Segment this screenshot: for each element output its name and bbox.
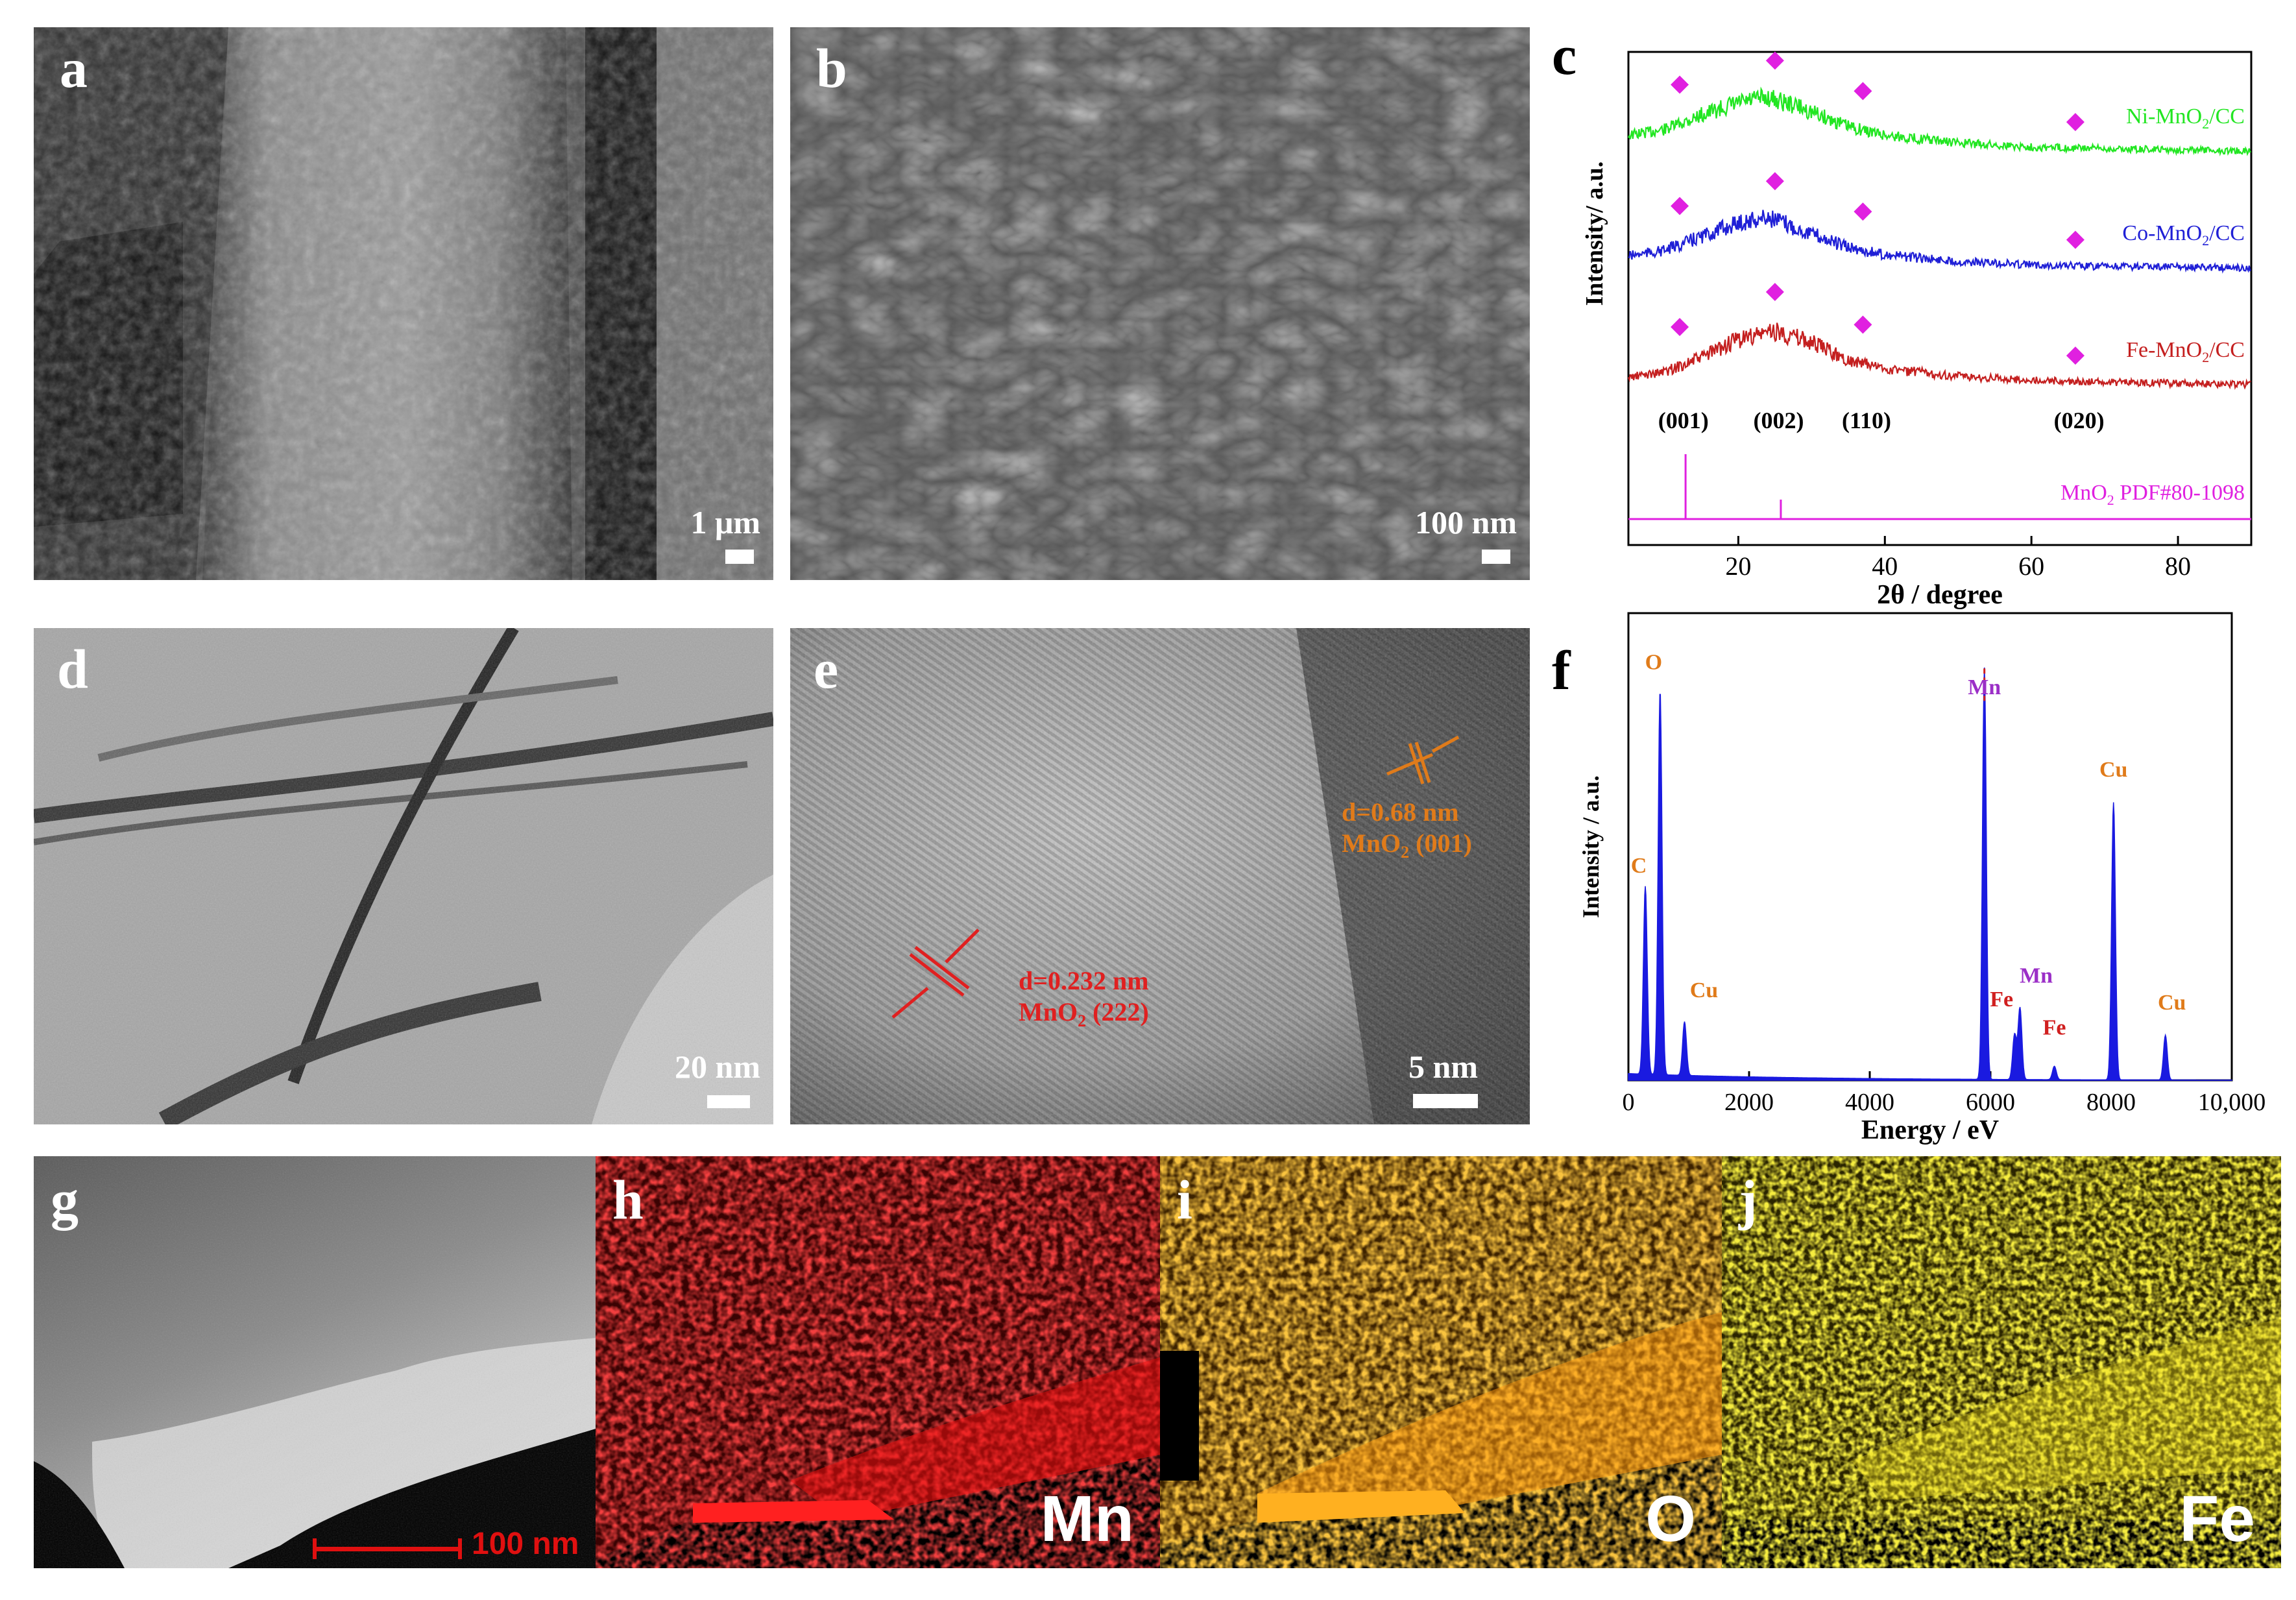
lattice-annotation-001: d=0.68 nm MnO2 (001) [1342, 797, 1472, 862]
eds-peak-label-mn: Mn [1968, 675, 2001, 699]
xrd-hkl-label: (001) [1658, 407, 1709, 433]
xrd-series-label-1: Co-MnO2/CC [2122, 221, 2245, 248]
scale-label-a: 1 μm [690, 504, 761, 540]
eds-x-tick-label-0: 0 [1623, 1089, 1635, 1116]
xrd-series-1 [1628, 210, 2251, 274]
xrd-hkl-label: (002) [1754, 407, 1804, 433]
panel-label-j: j [1739, 1169, 1758, 1231]
scale-bar-g-tick-left [313, 1538, 317, 1559]
xrd-diamond-marker [1854, 82, 1872, 101]
haadf-texture [34, 1156, 596, 1568]
xrd-reference-label: MnO2 PDF#80-1098 [2060, 481, 2245, 508]
eds-x-tick-label-10,000: 10,000 [2198, 1089, 2266, 1116]
eds-peak-label-fe: Fe [1990, 988, 2013, 1012]
eds-x-tick-label-4000: 4000 [1845, 1089, 1894, 1116]
eds-peak-label-fe: Fe [2043, 1015, 2066, 1039]
panel-label-c: c [1552, 24, 1577, 86]
xrd-chart: 20 40 60 80 2θ / degree Intensity/ a.u. Ni-MnO… [1581, 51, 2253, 610]
xrd-diamond-marker [1765, 51, 1784, 70]
sem-fiber-texture [34, 27, 773, 580]
map-element-o: O [1645, 1483, 1696, 1555]
scale-bar-g [313, 1547, 462, 1551]
eds-x-tick-label-8000: 8000 [2086, 1089, 2136, 1116]
map-element-fe: Fe [2179, 1483, 2255, 1555]
scale-bar-a [725, 550, 754, 564]
sem-nanosheet-texture [790, 27, 1530, 580]
xrd-hkl-label: (020) [2054, 407, 2105, 433]
xrd-diamond-marker [2066, 346, 2085, 365]
eds-peak-label-o: O [1645, 651, 1662, 675]
panel-label-d: d [57, 638, 88, 700]
xrd-x-tick-label-20: 20 [1725, 552, 1751, 581]
xrd-series-label-2: Fe-MnO2/CC [2126, 338, 2245, 365]
xrd-diamond-marker [1854, 202, 1872, 221]
panel-label-e: e [814, 638, 839, 700]
scale-label-b: 100 nm [1415, 504, 1517, 540]
panel-e-hrtem-image: e d=0.68 nm MnO2 (001) d=0.232 nm MnO2 (… [790, 628, 1530, 1124]
eds-peak-label-mn: Mn [2020, 964, 2053, 988]
tem-nanosheet-texture [34, 628, 773, 1124]
lattice-marker-001 [1386, 735, 1460, 784]
xrd-x-tick-label-40: 40 [1872, 552, 1898, 581]
panel-d-tem-image: d 20 nm [34, 628, 773, 1124]
eds-x-axis-label: Energy / eV [1861, 1115, 1999, 1145]
panel-label-i: i [1177, 1169, 1192, 1231]
xrd-diamond-marker [2066, 113, 2085, 132]
scale-label-e: 5 nm [1408, 1048, 1478, 1085]
eds-peak-label-cu: Cu [2099, 758, 2127, 782]
panel-i-o-map: i O [1160, 1156, 1722, 1568]
lattice-marker-222 [891, 928, 980, 1019]
xrd-series-0 [1628, 86, 2251, 157]
panel-b-sem-image: b 100 nm [790, 27, 1530, 580]
xrd-diamond-marker [1765, 172, 1784, 191]
eds-peak-label-c: C [1631, 854, 1647, 878]
eds-plot-frame [1627, 612, 2233, 1082]
lattice-annotation-222: d=0.232 nm MnO2 (222) [1019, 966, 1149, 1030]
map-element-mn: Mn [1040, 1483, 1134, 1555]
eds-spectrum-fill [1628, 667, 2232, 1081]
panel-label-g: g [51, 1169, 79, 1231]
panel-g-haadf-image: g 100 nm [34, 1156, 596, 1568]
fe-map-texture [1722, 1156, 2281, 1545]
eds-y-axis-label: Intensity / a.u. [1578, 775, 1604, 918]
panel-label-h: h [612, 1169, 644, 1231]
panel-h-mn-map: h Mn [596, 1156, 1160, 1568]
xrd-x-axis-label: 2θ / degree [1877, 580, 2003, 610]
eds-spectrum-chart: 0 2000 4000 6000 8000 10,000 Energy / eV Intens… [1578, 612, 2266, 1145]
xrd-y-axis-label: Intensity/ a.u. [1581, 162, 1608, 306]
eds-x-tick-label-2000: 2000 [1724, 1089, 1774, 1116]
xrd-x-tick-label-60: 60 [2018, 552, 2044, 581]
xrd-diamond-marker [1765, 283, 1784, 301]
xrd-series-2 [1627, 322, 2251, 390]
xrd-diamond-marker [1671, 75, 1689, 94]
scale-bar-e [1413, 1094, 1478, 1108]
xrd-hkl-label: (110) [1842, 407, 1891, 433]
xrd-diamond-marker [1854, 315, 1872, 334]
scale-bar-d [707, 1095, 750, 1108]
xrd-diamond-marker [2066, 230, 2085, 249]
xrd-diamond-marker [1671, 197, 1689, 215]
panel-label-f: f [1552, 639, 1571, 701]
mn-map-texture [596, 1156, 1160, 1558]
o-map-texture [1160, 1156, 1722, 1545]
panel-label-a: a [60, 37, 88, 99]
scale-bar-b [1482, 550, 1510, 564]
xrd-series-label-0: Ni-MnO2/CC [2126, 104, 2245, 132]
eds-peak-label-cu: Cu [2158, 991, 2186, 1015]
hrtem-lattice-texture [790, 628, 1530, 1124]
scale-label-d: 20 nm [675, 1048, 760, 1085]
eds-x-tick-label-6000: 6000 [1966, 1089, 2015, 1116]
xrd-diamond-marker [1671, 318, 1689, 336]
eds-peak-label-cu: Cu [1690, 978, 1718, 1002]
xrd-plot-frame [1627, 51, 2253, 546]
panel-a-sem-image: a 1 μm [34, 27, 773, 580]
scale-label-g: 100 nm [472, 1527, 579, 1561]
panel-j-fe-map: j Fe [1722, 1156, 2281, 1568]
xrd-x-tick-label-80: 80 [2165, 552, 2191, 581]
scale-bar-g-tick-right [458, 1538, 462, 1559]
panel-label-b: b [816, 37, 847, 99]
